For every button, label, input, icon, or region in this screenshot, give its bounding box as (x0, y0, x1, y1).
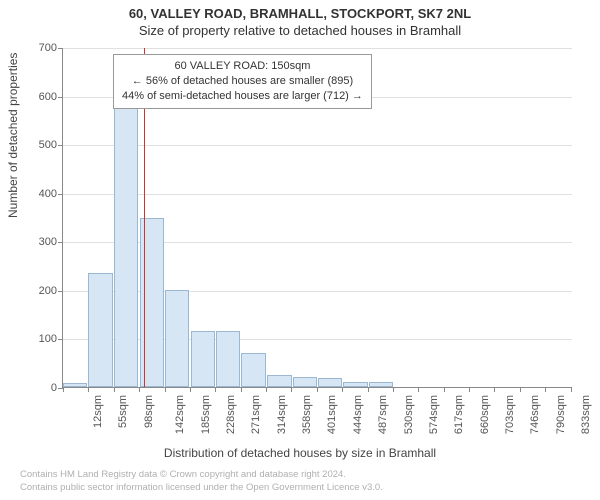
x-tick-label: 271sqm (250, 395, 262, 434)
y-tick-mark (58, 97, 63, 98)
histogram-bar (140, 218, 164, 387)
y-tick-mark (58, 145, 63, 146)
x-tick-label: 746sqm (530, 395, 542, 434)
x-tick-label: 12sqm (92, 395, 104, 428)
x-tick-label: 314sqm (276, 395, 288, 434)
x-tick-mark (393, 387, 394, 392)
y-tick-label: 500 (39, 139, 57, 151)
y-tick-mark (58, 242, 63, 243)
x-tick-label: 487sqm (377, 395, 389, 434)
x-tick-mark (215, 387, 216, 392)
x-tick-mark (63, 387, 64, 392)
x-tick-label: 401sqm (327, 395, 339, 434)
x-tick-label: 228sqm (225, 395, 237, 434)
annotation-line-2: ← 56% of detached houses are smaller (89… (122, 74, 363, 89)
footer-line-1: Contains HM Land Registry data © Crown c… (20, 469, 383, 481)
y-tick-label: 400 (39, 188, 57, 200)
annotation-line-1: 60 VALLEY ROAD: 150sqm (122, 59, 363, 74)
y-tick-label: 0 (51, 382, 57, 394)
y-tick-label: 100 (39, 333, 57, 345)
histogram-bar (165, 290, 189, 387)
y-tick-label: 600 (39, 91, 57, 103)
x-tick-mark (291, 387, 292, 392)
x-tick-label: 444sqm (352, 395, 364, 434)
x-tick-label: 833sqm (580, 395, 592, 434)
histogram-bar (191, 331, 215, 387)
grid-line (63, 194, 572, 195)
x-tick-mark (165, 387, 166, 392)
histogram-bar (343, 382, 367, 387)
x-tick-label: 617sqm (453, 395, 465, 434)
x-tick-mark (469, 387, 470, 392)
x-tick-label: 55sqm (117, 395, 129, 428)
page-title: 60, VALLEY ROAD, BRAMHALL, STOCKPORT, SK… (0, 0, 600, 21)
histogram-chart: 010020030040050060070012sqm55sqm98sqm142… (62, 48, 572, 388)
annotation-box: 60 VALLEY ROAD: 150sqm ← 56% of detached… (113, 54, 372, 109)
footer-attribution: Contains HM Land Registry data © Crown c… (20, 469, 383, 494)
x-tick-mark (368, 387, 369, 392)
x-tick-mark (571, 387, 572, 392)
histogram-bar (267, 375, 291, 387)
histogram-bar (293, 377, 317, 387)
y-tick-label: 200 (39, 285, 57, 297)
y-tick-mark (58, 339, 63, 340)
histogram-bar (241, 353, 265, 387)
histogram-bar (216, 331, 240, 387)
x-tick-mark (494, 387, 495, 392)
x-axis-label: Distribution of detached houses by size … (0, 446, 600, 460)
x-tick-mark (444, 387, 445, 392)
x-tick-label: 790sqm (555, 395, 567, 434)
y-tick-mark (58, 48, 63, 49)
histogram-bar (63, 383, 87, 387)
x-tick-mark (317, 387, 318, 392)
x-tick-mark (241, 387, 242, 392)
histogram-bar (88, 273, 112, 387)
x-tick-label: 660sqm (479, 395, 491, 434)
x-tick-label: 98sqm (143, 395, 155, 428)
x-tick-mark (266, 387, 267, 392)
x-tick-mark (545, 387, 546, 392)
x-tick-mark (190, 387, 191, 392)
histogram-bar (369, 382, 393, 387)
x-tick-label: 703sqm (504, 395, 516, 434)
y-tick-mark (58, 291, 63, 292)
x-tick-mark (342, 387, 343, 392)
grid-line (63, 48, 572, 49)
x-tick-mark (139, 387, 140, 392)
x-tick-label: 574sqm (428, 395, 440, 434)
x-tick-label: 530sqm (403, 395, 415, 434)
x-tick-label: 358sqm (301, 395, 313, 434)
y-tick-mark (58, 194, 63, 195)
grid-line (63, 145, 572, 146)
y-tick-label: 700 (39, 42, 57, 54)
x-tick-label: 142sqm (174, 395, 186, 434)
y-tick-label: 300 (39, 236, 57, 248)
page-subtitle: Size of property relative to detached ho… (0, 21, 600, 38)
x-tick-mark (520, 387, 521, 392)
y-axis-label: Number of detached properties (6, 53, 20, 218)
x-tick-mark (88, 387, 89, 392)
footer-line-2: Contains public sector information licen… (20, 482, 383, 494)
x-tick-label: 185sqm (200, 395, 212, 434)
x-tick-mark (114, 387, 115, 392)
x-tick-mark (418, 387, 419, 392)
annotation-line-3: 44% of semi-detached houses are larger (… (122, 89, 363, 104)
histogram-bar (114, 76, 138, 387)
histogram-bar (318, 378, 342, 387)
